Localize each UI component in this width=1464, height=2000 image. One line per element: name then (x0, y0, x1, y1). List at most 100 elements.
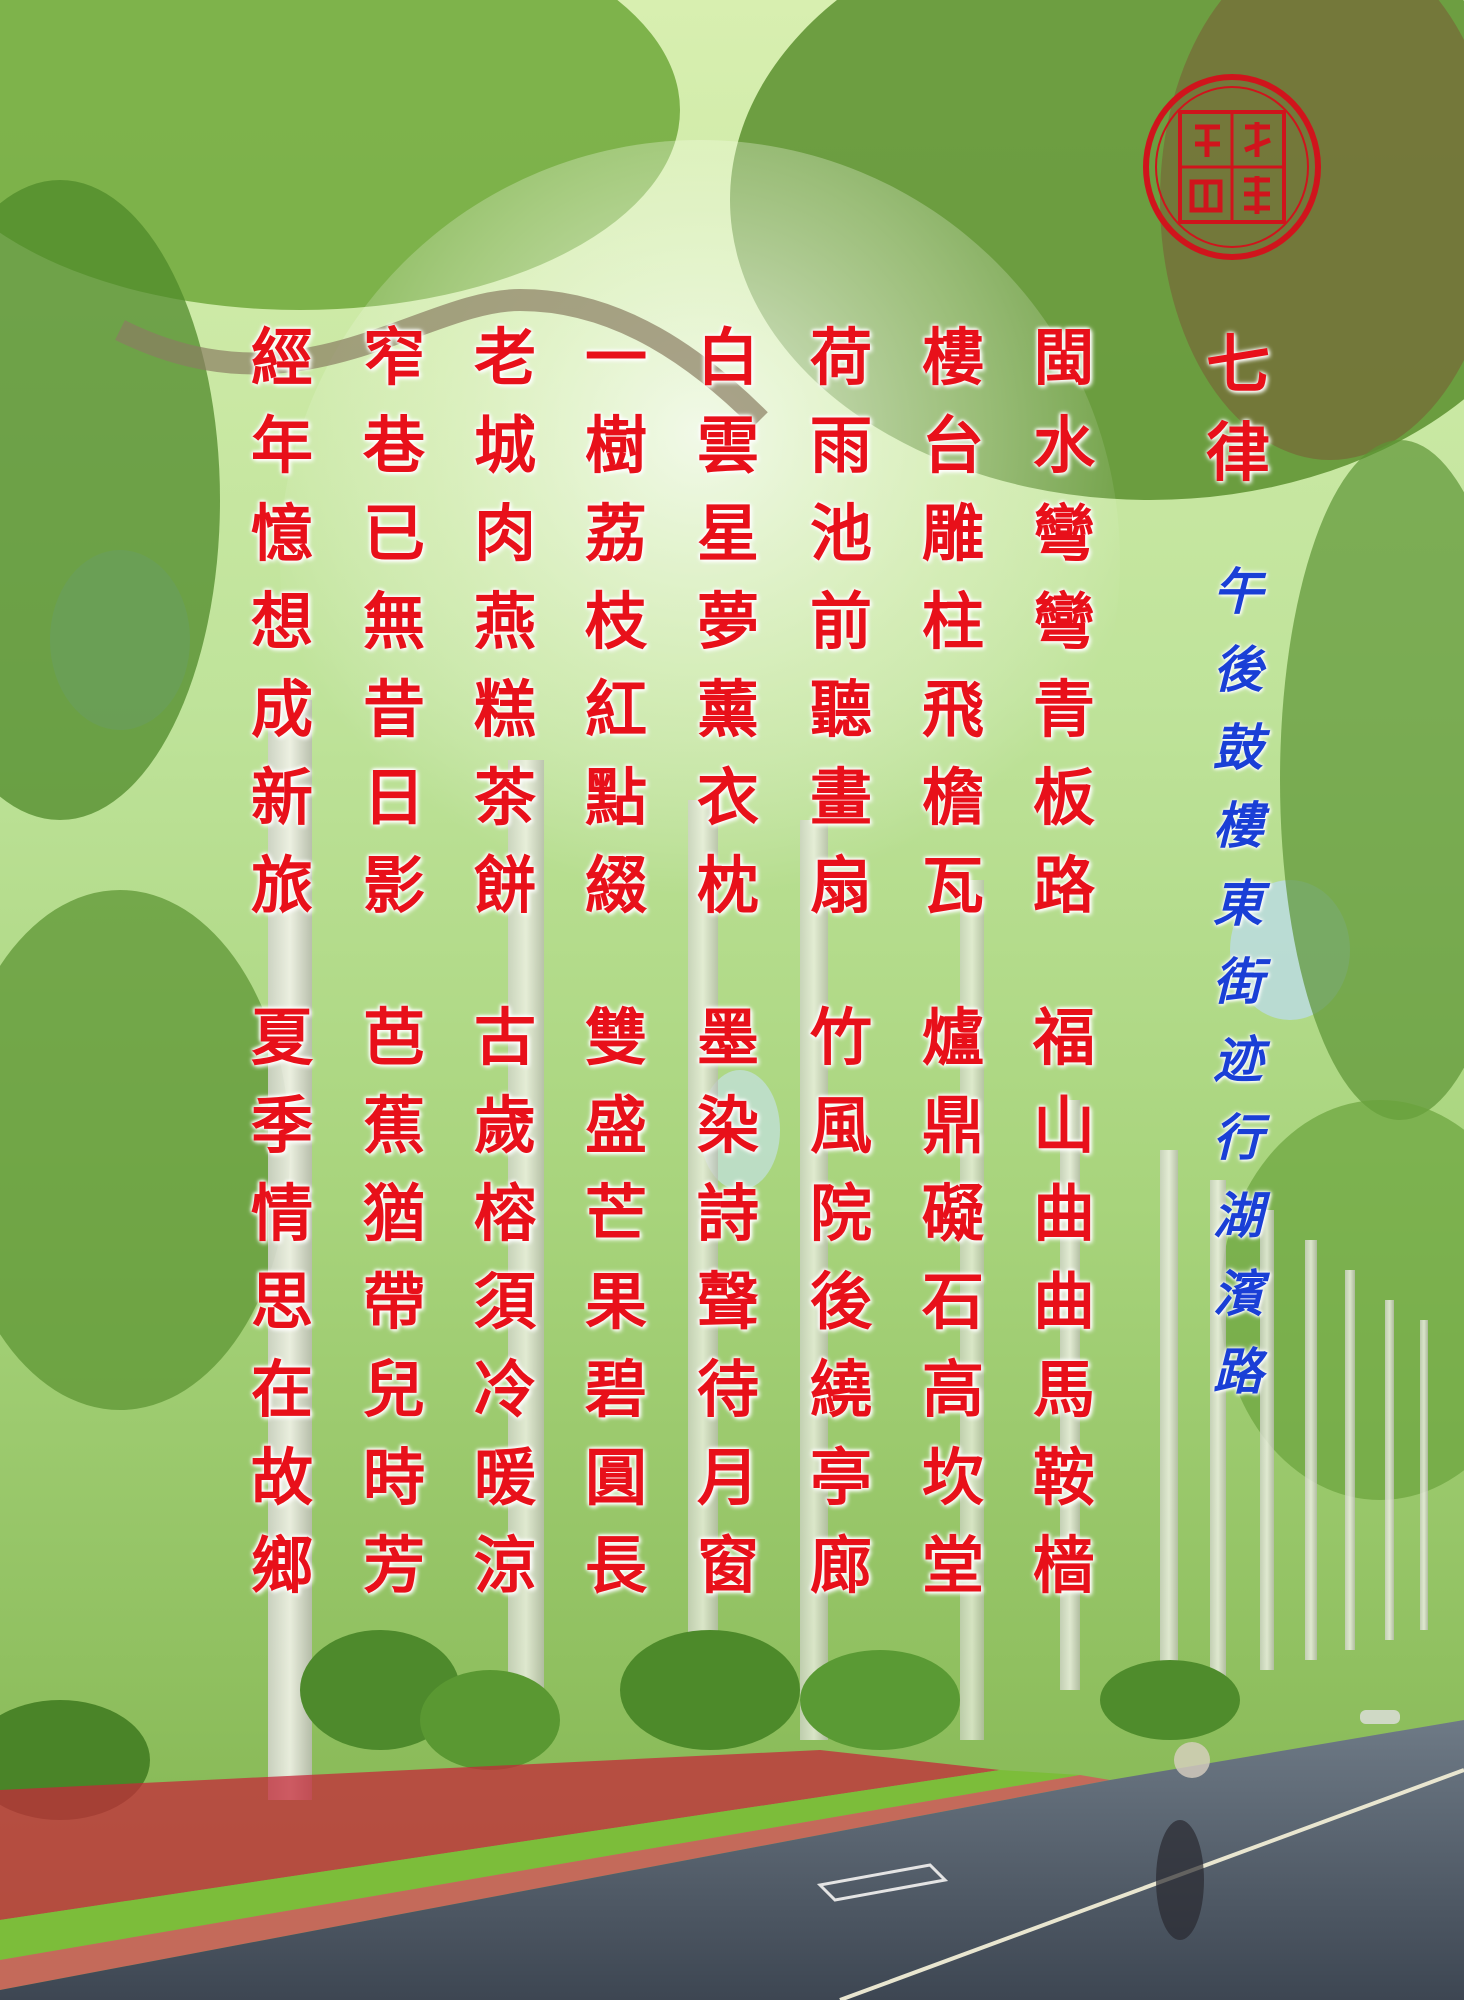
poem-character: 樓 (921, 321, 984, 394)
poem-character: 湖 (1213, 1186, 1263, 1245)
poem-character: 堂 (921, 1529, 984, 1602)
poem-character: 薰 (696, 673, 759, 746)
poem-line: 爐鼎礙石高坎堂 (913, 994, 993, 1610)
poem-character: 聲 (696, 1265, 759, 1338)
poem-character: 情 (250, 1177, 313, 1250)
poem-character: 鼓 (1213, 718, 1263, 777)
poem-character: 糕 (473, 673, 536, 746)
poem-character: 路 (1213, 1342, 1263, 1401)
poem-character: 彎 (1032, 497, 1095, 570)
poem-character: 枕 (696, 849, 759, 922)
poem-character: 高 (921, 1353, 984, 1426)
poem-character: 福 (1032, 1001, 1095, 1074)
poem-line: 雙盛芒果碧圓長 (576, 994, 656, 1610)
poem-line: 荷雨池前聽畫扇 (801, 314, 881, 930)
poem-character: 枝 (584, 585, 647, 658)
poem-character: 巷 (362, 409, 425, 482)
poem-character: 竹 (809, 1001, 872, 1074)
poem-character: 前 (809, 585, 872, 658)
poem-character: 馬 (1032, 1353, 1095, 1426)
poem-line: 老城肉燕糕茶餅 (465, 314, 545, 930)
poem-character: 樹 (584, 409, 647, 482)
poem-title: 七律 (1193, 322, 1283, 498)
poem-character: 路 (1032, 849, 1095, 922)
poem-character: 榕 (473, 1177, 536, 1250)
poem-character: 芳 (362, 1529, 425, 1602)
poem-line: 竹風院後繞亭廊 (801, 994, 881, 1610)
poem-character: 一 (584, 321, 647, 394)
poem-character: 旅 (250, 849, 313, 922)
poem-character: 墨 (696, 1001, 759, 1074)
poem-character: 雨 (809, 409, 872, 482)
poem-character: 畫 (809, 761, 872, 834)
poem-character: 石 (921, 1265, 984, 1338)
poem-character: 古 (473, 1001, 536, 1074)
poem-character: 彎 (1032, 585, 1095, 658)
poem-character: 雙 (584, 1001, 647, 1074)
poem-line: 墨染詩聲待月窗 (688, 994, 768, 1610)
poem-character: 七 (1206, 328, 1270, 403)
poem-character: 荷 (809, 321, 872, 394)
poem-character: 芒 (584, 1177, 647, 1250)
poem-character: 蕉 (362, 1089, 425, 1162)
poem-character: 時 (362, 1441, 425, 1514)
poem-character: 聽 (809, 673, 872, 746)
poem-character: 昔 (362, 673, 425, 746)
poem-character: 街 (1213, 952, 1263, 1011)
seal-stamp (1143, 74, 1321, 260)
poem-character: 樯 (1032, 1529, 1095, 1602)
poem-character: 紅 (584, 673, 647, 746)
poem-character: 經 (250, 321, 313, 394)
poem-character: 雕 (921, 497, 984, 570)
poem-character: 窄 (362, 321, 425, 394)
poem-character: 碧 (584, 1353, 647, 1426)
poem-character: 餅 (473, 849, 536, 922)
poem-character: 新 (250, 761, 313, 834)
poem-line: 閩水彎彎青板路 (1024, 314, 1104, 930)
poem-character: 季 (250, 1089, 313, 1162)
poem-line: 白雲星夢薰衣枕 (688, 314, 768, 930)
poem-line: 樓台雕柱飛檐瓦 (913, 314, 993, 930)
poem-character: 故 (250, 1441, 313, 1514)
poem-character: 扇 (809, 849, 872, 922)
poem-character: 已 (362, 497, 425, 570)
poem-character: 須 (473, 1265, 536, 1338)
poem-character: 風 (809, 1089, 872, 1162)
poem-character: 長 (584, 1529, 647, 1602)
poem-character: 鼎 (921, 1089, 984, 1162)
poem-character: 瓦 (921, 849, 984, 922)
poem-character: 柱 (921, 585, 984, 658)
poem-character: 日 (362, 761, 425, 834)
poem-character: 窗 (696, 1529, 759, 1602)
poem-character: 律 (1206, 416, 1270, 491)
poem-line: 芭蕉猶帶兒時芳 (354, 994, 434, 1610)
poem-character: 後 (809, 1265, 872, 1338)
poem-character: 芭 (362, 1001, 425, 1074)
poem-character: 夢 (696, 585, 759, 658)
poem-character: 成 (250, 673, 313, 746)
poem-line: 古歲榕須冷暖涼 (465, 994, 545, 1610)
poem-character: 星 (696, 497, 759, 570)
poem-character: 迹 (1213, 1030, 1263, 1089)
poem-character: 衣 (696, 761, 759, 834)
poem-character: 無 (362, 585, 425, 658)
poem-character: 午 (1213, 562, 1263, 621)
poem-character: 曲 (1032, 1265, 1095, 1338)
poem-character: 院 (809, 1177, 872, 1250)
poem-character: 茶 (473, 761, 536, 834)
poem-character: 暖 (473, 1441, 536, 1514)
poem-character: 歲 (473, 1089, 536, 1162)
poem-character: 肉 (473, 497, 536, 570)
poem-character: 行 (1213, 1108, 1263, 1167)
poem-character: 冷 (473, 1353, 536, 1426)
poem-character: 池 (809, 497, 872, 570)
poem-character: 染 (696, 1089, 759, 1162)
poem-line: 福山曲曲馬鞍樯 (1024, 994, 1104, 1610)
poem-line: 一樹荔枝紅點綴 (576, 314, 656, 930)
poem-character: 影 (362, 849, 425, 922)
poem-character: 綴 (584, 849, 647, 922)
poem-character: 盛 (584, 1089, 647, 1162)
poem-character: 山 (1032, 1089, 1095, 1162)
poem-character: 閩 (1032, 321, 1095, 394)
